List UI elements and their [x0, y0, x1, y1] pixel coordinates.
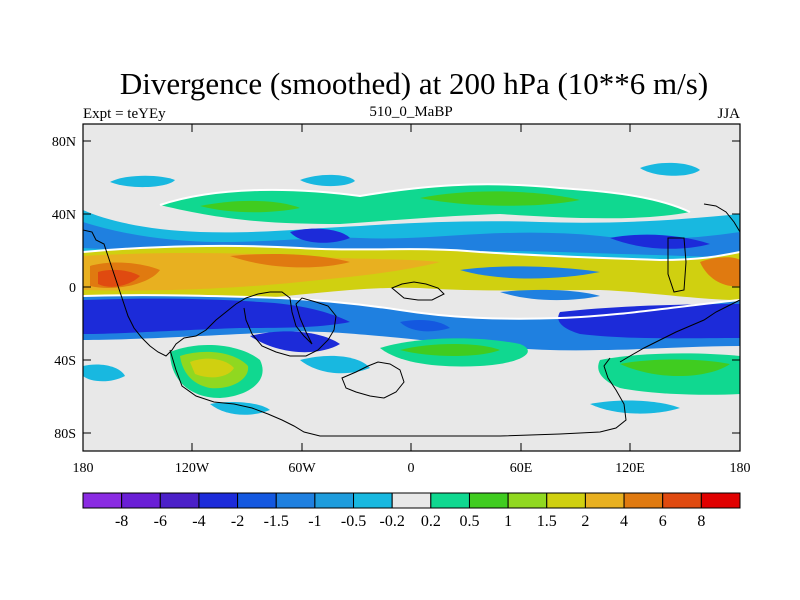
colorbar-label: 4 — [620, 513, 628, 530]
season-label: JJA — [717, 106, 740, 122]
contour-fill — [558, 304, 740, 339]
colorbar-label: -1.5 — [264, 513, 289, 530]
colorbar-swatch — [584, 492, 625, 509]
colorbar-swatch — [468, 492, 509, 509]
colorbar-swatch — [275, 492, 316, 509]
contour-fill — [420, 191, 580, 206]
contour-fill — [590, 400, 680, 414]
colorbar-label: -1 — [308, 513, 321, 530]
zero-contour — [159, 183, 691, 213]
run-label: 510_0_MaBP — [369, 104, 452, 120]
contour-fill — [400, 320, 450, 332]
colorbar-label: 6 — [659, 513, 667, 530]
colorbar-label: -8 — [115, 513, 128, 530]
lon-tick-label: 180 — [73, 461, 94, 476]
contour-fill — [290, 228, 350, 243]
zero-contour — [83, 244, 740, 262]
colorbar-label: -4 — [192, 513, 205, 530]
contour-fill — [300, 174, 355, 187]
colorbar-label: 2 — [581, 513, 589, 530]
contour-fill — [83, 253, 440, 291]
colorbar-swatch — [237, 492, 277, 509]
lon-tick-label: 180 — [730, 461, 751, 476]
colorbar-labels: -8 -6 -4 -2 -1.5 -1 -0.5 -0.2 0.2 0.5 1 1.5 2 4 6 8 — [115, 513, 705, 530]
contour-fill — [200, 200, 300, 213]
lat-tick-label: 0 — [69, 281, 76, 296]
contour-fill — [83, 298, 350, 334]
colorbar-label: -0.5 — [341, 513, 366, 530]
axis-ticks — [82, 124, 741, 451]
contour-fill — [98, 269, 140, 287]
lon-tick-label: 60E — [510, 461, 533, 476]
coastline — [83, 229, 337, 357]
contour-fill — [210, 402, 270, 415]
colorbar-swatch — [391, 492, 432, 509]
zero-contour — [83, 294, 740, 320]
contour-fill — [110, 175, 175, 188]
colorbar-swatch — [82, 492, 123, 509]
lon-tick-label: 0 — [408, 461, 415, 476]
colorbar-swatch — [507, 492, 548, 509]
coastlines — [83, 203, 740, 437]
lat-tick-label: 40N — [52, 208, 76, 223]
contour-fill — [160, 184, 690, 224]
colorbar-label: -6 — [154, 513, 167, 530]
colorbar-swatch — [700, 492, 741, 509]
colorbar — [82, 492, 741, 509]
experiment-label: Expt = teYEy — [83, 106, 166, 122]
lat-tick-label: 80N — [52, 135, 76, 150]
colorbar-swatch — [662, 492, 702, 509]
contour-fill — [620, 359, 730, 377]
contour-fill — [250, 331, 340, 353]
lat-tick-label: 40S — [54, 354, 76, 369]
colorbar-swatch — [314, 492, 355, 509]
colorbar-swatch — [430, 492, 470, 509]
colorbar-swatch — [623, 492, 664, 509]
colorbar-label: 1 — [504, 513, 512, 530]
colorbar-swatch — [353, 492, 393, 509]
contour-fill — [500, 289, 600, 301]
coastline — [667, 237, 687, 293]
contour-fill — [83, 364, 125, 382]
colorbar-label: 0.5 — [459, 513, 479, 530]
contour-fill — [300, 355, 370, 374]
lon-tick-label: 120W — [175, 461, 210, 476]
coastline — [391, 281, 445, 301]
colorbar-swatch — [198, 492, 239, 509]
contour-fill — [700, 257, 740, 287]
contour-fill — [400, 344, 500, 356]
contour-fill — [230, 254, 350, 268]
colorbar-label: 0.2 — [421, 513, 441, 530]
colorbar-swatch — [546, 492, 586, 509]
colorbar-label: 1.5 — [537, 513, 557, 530]
contour-fill — [640, 162, 700, 176]
lat-tick-label: 80S — [54, 427, 76, 442]
coastline — [169, 349, 627, 437]
lon-tick-label: 120E — [615, 461, 645, 476]
lon-tick-label: 60W — [288, 461, 316, 476]
contour-fill — [460, 266, 600, 279]
colorbar-swatch — [159, 492, 200, 509]
contour-fill — [190, 358, 234, 378]
coastline — [619, 203, 740, 363]
divergence-field — [83, 124, 740, 451]
figure-title: Divergence (smoothed) at 200 hPa (10**6 … — [120, 66, 708, 101]
colorbar-label: -0.2 — [380, 513, 405, 530]
colorbar-swatch — [121, 492, 161, 509]
coastline — [341, 361, 405, 399]
colorbar-label: 8 — [697, 513, 705, 530]
colorbar-label: -2 — [231, 513, 244, 530]
